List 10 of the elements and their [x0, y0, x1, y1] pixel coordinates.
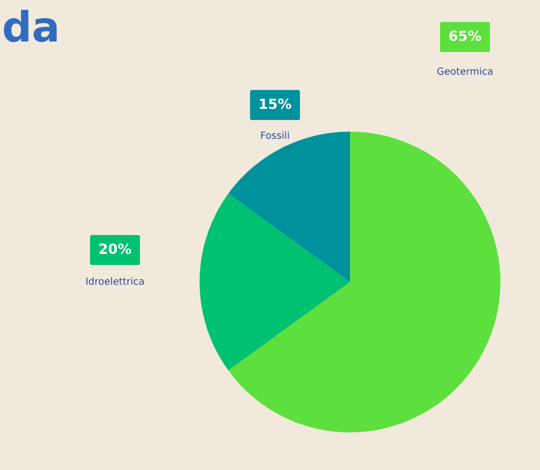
data-label: 65%: [449, 30, 482, 42]
pie-slice: [228, 132, 500, 432]
pie-slice: [200, 194, 350, 370]
slice-label: Idroelettrica: [86, 277, 144, 285]
slice-label: Fossili: [261, 131, 289, 139]
data-label: 20%: [99, 244, 132, 254]
pie-slice: [228, 132, 350, 282]
slice-label: Geotermica: [437, 67, 492, 75]
chart-title: da: [4, 10, 57, 42]
data-label: 15%: [260, 98, 292, 110]
